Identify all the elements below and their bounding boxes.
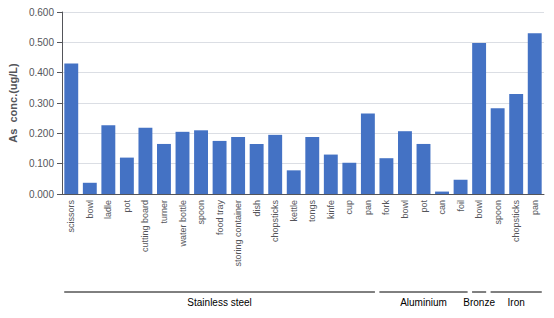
svg-text:food tray: food tray bbox=[215, 200, 225, 236]
svg-text:0.100: 0.100 bbox=[29, 158, 54, 169]
svg-text:Aluminium: Aluminium bbox=[400, 297, 447, 308]
svg-text:pot: pot bbox=[122, 200, 132, 213]
svg-text:As conc.(ug/L): As conc.(ug/L) bbox=[7, 63, 19, 143]
svg-text:pot: pot bbox=[419, 200, 429, 213]
svg-text:bowl: bowl bbox=[400, 200, 410, 219]
svg-text:spoon: spoon bbox=[493, 200, 503, 225]
svg-text:pan: pan bbox=[363, 200, 373, 215]
svg-text:cup: cup bbox=[344, 200, 354, 215]
svg-text:foil: foil bbox=[456, 200, 466, 212]
svg-text:scissors: scissors bbox=[66, 200, 76, 233]
svg-text:can: can bbox=[437, 200, 447, 215]
svg-text:water bottle: water bottle bbox=[178, 200, 188, 248]
svg-text:0.000: 0.000 bbox=[29, 189, 54, 200]
svg-text:chopsticks: chopsticks bbox=[511, 200, 521, 243]
svg-text:turner: turner bbox=[159, 200, 169, 224]
svg-text:ladle: ladle bbox=[103, 200, 113, 219]
svg-text:Iron: Iron bbox=[508, 297, 525, 308]
svg-text:cutting board: cutting board bbox=[140, 200, 150, 252]
svg-text:spoon: spoon bbox=[196, 200, 206, 225]
svg-text:chopsticks: chopsticks bbox=[270, 200, 280, 243]
svg-text:bowl: bowl bbox=[474, 200, 484, 219]
svg-text:0.400: 0.400 bbox=[29, 67, 54, 78]
svg-text:dish: dish bbox=[252, 200, 262, 217]
svg-text:0.500: 0.500 bbox=[29, 37, 54, 48]
svg-text:kettle: kettle bbox=[289, 200, 299, 222]
svg-text:pan: pan bbox=[530, 200, 540, 215]
svg-text:0.300: 0.300 bbox=[29, 98, 54, 109]
svg-text:tongs: tongs bbox=[307, 200, 317, 223]
svg-text:bowl: bowl bbox=[85, 200, 95, 219]
svg-text:Bronze: Bronze bbox=[463, 297, 495, 308]
svg-text:Stainless steel: Stainless steel bbox=[187, 297, 251, 308]
svg-text:kinfe: kinfe bbox=[326, 200, 336, 219]
svg-text:0.200: 0.200 bbox=[29, 128, 54, 139]
svg-text:storing container: storing container bbox=[233, 200, 243, 267]
svg-text:fork: fork bbox=[381, 200, 391, 216]
svg-text:0.600: 0.600 bbox=[29, 7, 54, 18]
